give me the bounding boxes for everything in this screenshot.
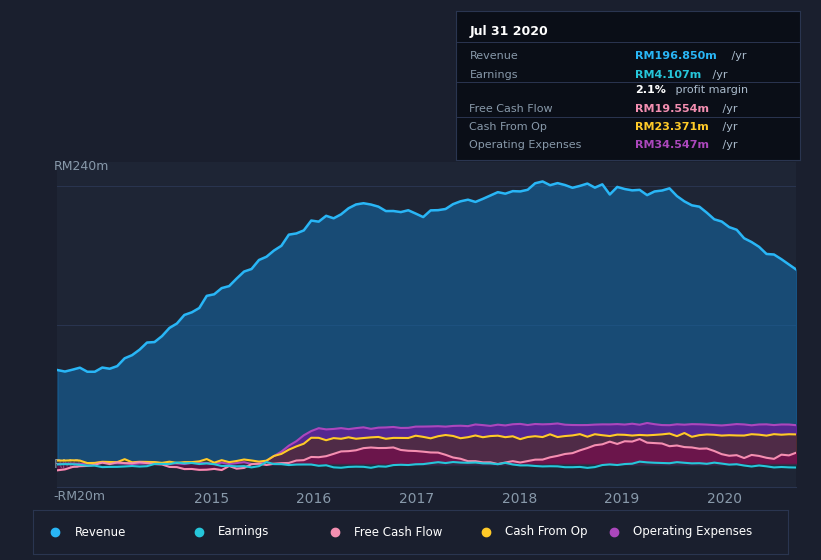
- Text: /yr: /yr: [728, 51, 746, 60]
- Text: Earnings: Earnings: [470, 70, 518, 80]
- Text: RM23.371m: RM23.371m: [635, 122, 709, 132]
- Text: RM0: RM0: [54, 458, 81, 470]
- Text: Earnings: Earnings: [218, 525, 269, 539]
- Text: Jul 31 2020: Jul 31 2020: [470, 25, 548, 38]
- Text: RM196.850m: RM196.850m: [635, 51, 717, 60]
- Text: 2.1%: 2.1%: [635, 85, 666, 95]
- Text: RM4.107m: RM4.107m: [635, 70, 701, 80]
- Text: Revenue: Revenue: [470, 51, 518, 60]
- Text: /yr: /yr: [709, 70, 728, 80]
- Text: /yr: /yr: [718, 104, 737, 114]
- Text: RM19.554m: RM19.554m: [635, 104, 709, 114]
- Text: /yr: /yr: [718, 140, 737, 150]
- Text: Cash From Op: Cash From Op: [470, 122, 548, 132]
- Text: Operating Expenses: Operating Expenses: [633, 525, 753, 539]
- Text: Free Cash Flow: Free Cash Flow: [354, 525, 443, 539]
- Text: -RM20m: -RM20m: [54, 491, 106, 503]
- Text: Free Cash Flow: Free Cash Flow: [470, 104, 553, 114]
- Text: Operating Expenses: Operating Expenses: [470, 140, 582, 150]
- Text: /yr: /yr: [718, 122, 737, 132]
- Text: Revenue: Revenue: [75, 525, 126, 539]
- Text: Cash From Op: Cash From Op: [505, 525, 587, 539]
- Text: RM240m: RM240m: [54, 160, 109, 172]
- Text: profit margin: profit margin: [672, 85, 748, 95]
- Text: RM34.547m: RM34.547m: [635, 140, 709, 150]
